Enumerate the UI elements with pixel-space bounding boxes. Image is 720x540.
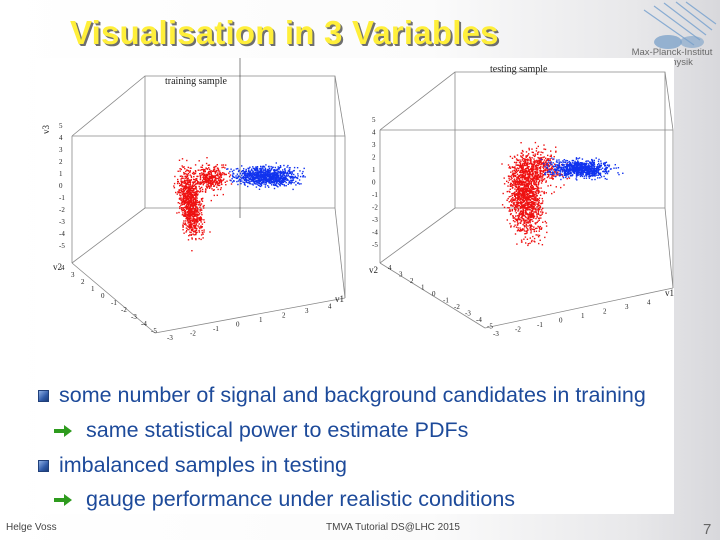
svg-text:2: 2: [59, 158, 63, 166]
svg-text:3: 3: [399, 271, 403, 279]
svg-text:-2: -2: [454, 303, 460, 311]
svg-text:-3: -3: [167, 334, 173, 342]
svg-text:1: 1: [372, 166, 376, 174]
point-cloud-testing: [501, 141, 624, 247]
svg-text:4: 4: [647, 299, 651, 307]
svg-text:4: 4: [388, 264, 392, 272]
axis-label-v1-training: v1: [335, 294, 344, 304]
svg-text:-3: -3: [372, 216, 378, 224]
svg-text:0: 0: [59, 182, 63, 190]
svg-text:-2: -2: [515, 326, 521, 334]
svg-text:-2: -2: [59, 206, 65, 214]
mpi-logo-icon: [643, 1, 717, 49]
slide-title: Visualisation in 3 Variables: [70, 14, 499, 51]
svg-text:0: 0: [236, 321, 240, 329]
svg-text:-3: -3: [131, 313, 137, 321]
footer-author: Helge Voss: [6, 522, 57, 533]
bullet-text-2: same statistical power to estimate PDFs: [86, 418, 469, 442]
axis-label-v2-testing: v2: [369, 265, 378, 275]
svg-text:-4: -4: [476, 316, 482, 324]
svg-text:4: 4: [61, 264, 65, 272]
svg-text:4: 4: [59, 134, 63, 142]
svg-text:-2: -2: [372, 204, 378, 212]
plot-title-testing: testing sample: [490, 64, 548, 75]
axis-label-v1-testing: v1: [665, 288, 674, 298]
svg-text:5: 5: [372, 116, 376, 124]
square-bullet-icon: [38, 390, 49, 402]
plot-training: training sample v3 v2 v1 543210-1-2-3-4-…: [41, 58, 346, 342]
footer-event: TMVA Tutorial DS@LHC 2015: [326, 522, 460, 533]
svg-text:-4: -4: [372, 229, 378, 237]
svg-text:3: 3: [71, 271, 75, 279]
svg-text:-1: -1: [213, 325, 219, 333]
svg-text:-2: -2: [190, 330, 196, 338]
scatter-plots: training sample v3 v2 v1 543210-1-2-3-4-…: [41, 58, 674, 342]
svg-text:-1: -1: [537, 321, 543, 329]
bullet-text-1: some number of signal and background can…: [59, 383, 646, 407]
arrow-right-icon: [54, 425, 72, 437]
svg-text:-1: -1: [372, 191, 378, 199]
svg-text:0: 0: [559, 317, 563, 325]
svg-text:0: 0: [101, 292, 105, 300]
square-bullet-icon: [38, 460, 49, 472]
axis-label-v3-training: v3: [41, 125, 51, 135]
svg-text:-3: -3: [493, 330, 499, 338]
svg-text:-1: -1: [59, 194, 65, 202]
svg-text:4: 4: [372, 129, 376, 137]
svg-text:3: 3: [59, 146, 63, 154]
svg-text:2: 2: [81, 278, 85, 286]
page-number: 7: [703, 521, 712, 538]
svg-text:1: 1: [91, 285, 95, 293]
svg-text:-5: -5: [59, 242, 65, 250]
svg-text:-5: -5: [151, 327, 157, 335]
svg-text:0: 0: [432, 290, 436, 298]
svg-text:-3: -3: [59, 218, 65, 226]
svg-text:2: 2: [603, 308, 607, 316]
svg-text:-5: -5: [487, 323, 493, 331]
svg-text:-3: -3: [465, 310, 471, 318]
point-cloud-training: [173, 157, 306, 252]
axis-label-v2-training: v2: [53, 262, 62, 272]
svg-text:4: 4: [328, 303, 332, 311]
plot-title-training: training sample: [165, 76, 227, 87]
svg-text:3: 3: [625, 303, 629, 311]
svg-text:5: 5: [59, 122, 63, 130]
arrow-right-icon: [54, 494, 72, 506]
svg-text:3: 3: [305, 307, 309, 315]
svg-text:2: 2: [282, 312, 286, 320]
svg-text:1: 1: [259, 316, 263, 324]
svg-text:3: 3: [372, 141, 376, 149]
svg-text:-4: -4: [141, 320, 147, 328]
svg-text:2: 2: [410, 277, 414, 285]
svg-text:1: 1: [59, 170, 63, 178]
svg-text:-4: -4: [59, 230, 65, 238]
content-panel: training sample v3 v2 v1 5 4 3 2 1 0 -1 -2 -3 -4-…: [35, 58, 674, 514]
svg-text:0: 0: [372, 179, 376, 187]
svg-text:-1: -1: [111, 299, 117, 307]
svg-text:2: 2: [372, 154, 376, 162]
svg-text:-1: -1: [443, 297, 449, 305]
bullet-text-4: gauge performance under realistic condit…: [86, 487, 516, 511]
svg-text:-2: -2: [121, 306, 127, 314]
bullet-text-3: imbalanced samples in testing: [59, 453, 348, 477]
svg-text:-5: -5: [372, 241, 378, 249]
svg-text:1: 1: [421, 284, 425, 292]
svg-text:1: 1: [581, 312, 585, 320]
plot-testing: testing sample v2 v1 543210-1-2-3-4-5432…: [369, 64, 674, 338]
